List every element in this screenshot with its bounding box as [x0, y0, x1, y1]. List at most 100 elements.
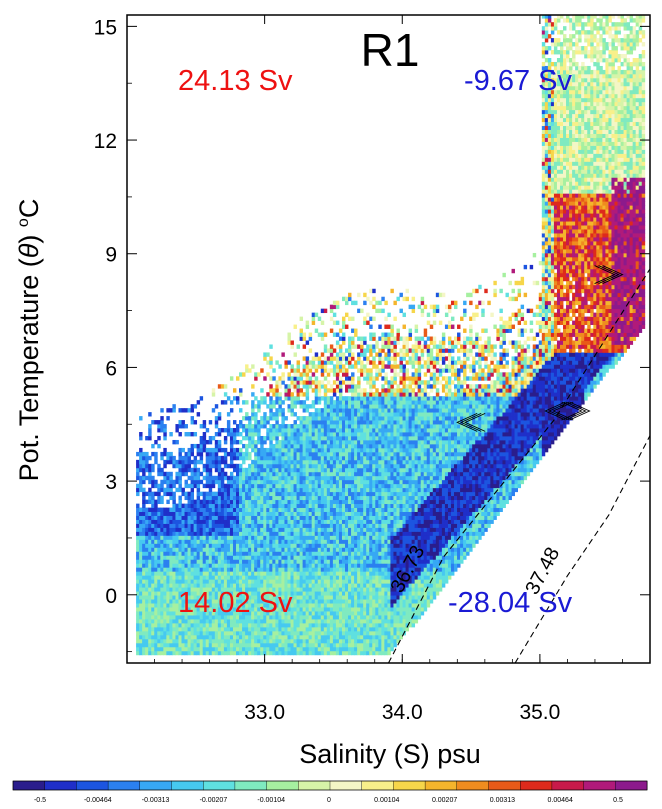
heat-cell	[360, 340, 364, 345]
heat-cell	[341, 619, 346, 624]
heat-cell	[202, 563, 207, 568]
heat-cell	[266, 432, 270, 437]
heat-cell	[311, 646, 316, 652]
heat-cell	[308, 563, 313, 568]
heat-cell	[223, 646, 228, 652]
heat-cell	[278, 400, 282, 405]
heat-cell	[314, 412, 319, 417]
heat-cell	[296, 642, 300, 648]
heat-cell	[360, 615, 364, 620]
heat-cell	[323, 388, 328, 393]
heat-cell	[287, 611, 291, 616]
heat-cell	[272, 368, 276, 373]
heat-cell	[372, 519, 376, 524]
heat-cell	[269, 408, 273, 413]
heat-cell	[139, 467, 143, 473]
heat-cell	[184, 634, 188, 640]
heat-cell	[239, 547, 243, 552]
heat-cell	[351, 388, 355, 393]
heat-cell	[278, 646, 282, 652]
heat-cell	[335, 507, 340, 512]
heat-cell	[363, 404, 367, 409]
heat-cell	[251, 364, 255, 369]
heat-cell	[178, 591, 182, 596]
heat-cell	[269, 591, 273, 596]
heat-cell	[184, 543, 188, 548]
heat-cell	[199, 511, 204, 516]
heat-cell	[229, 579, 234, 584]
heat-cell	[151, 539, 155, 544]
heat-cell	[181, 650, 185, 656]
heat-cell	[275, 543, 279, 548]
heat-cell	[257, 503, 261, 509]
heat-cell	[311, 479, 316, 485]
heat-cell	[302, 467, 307, 473]
heat-cell	[190, 491, 195, 497]
heat-cell	[211, 392, 216, 397]
heat-cell	[372, 603, 376, 608]
heat-cell	[260, 499, 264, 505]
heat-cell	[242, 467, 246, 473]
heat-cell	[193, 595, 198, 600]
heat-cell	[326, 380, 331, 385]
heat-cell	[178, 483, 182, 489]
heat-cell	[278, 587, 282, 592]
heat-cell	[226, 646, 231, 652]
heat-cell	[190, 642, 195, 648]
heat-cell	[332, 619, 337, 624]
heat-cell	[369, 424, 373, 429]
heat-cell	[208, 642, 213, 648]
heat-cell	[348, 451, 352, 457]
heat-cell	[236, 543, 240, 548]
heat-cell	[223, 603, 228, 608]
heat-cell	[332, 630, 337, 636]
heat-cell	[172, 495, 176, 501]
heat-cell	[139, 626, 143, 632]
heat-cell	[338, 380, 343, 385]
heat-cell	[372, 451, 376, 457]
heat-cell	[345, 507, 349, 512]
heat-cell	[257, 634, 261, 640]
heat-cell	[335, 432, 340, 437]
heat-cell	[166, 630, 170, 636]
heat-cell	[369, 416, 373, 421]
heat-cell	[196, 511, 201, 516]
heat-cell	[348, 487, 352, 493]
heat-cell	[229, 523, 234, 528]
heat-cell	[226, 567, 231, 572]
heat-cell	[181, 507, 185, 512]
heat-cell	[290, 376, 294, 381]
heat-cell	[172, 547, 176, 552]
heat-cell	[269, 611, 273, 616]
heat-cell	[269, 646, 273, 652]
heat-cell	[181, 467, 185, 473]
heat-cell	[242, 571, 246, 576]
heat-cell	[287, 615, 291, 620]
heat-cell	[172, 634, 176, 640]
heat-cell	[232, 428, 237, 433]
heat-cell	[257, 511, 261, 516]
heat-cell	[296, 400, 300, 405]
heat-cell	[357, 420, 361, 425]
heat-cell	[326, 539, 331, 544]
heat-cell	[290, 364, 294, 369]
heat-cell	[287, 527, 291, 532]
heat-cell	[236, 487, 240, 493]
heat-cell	[214, 416, 219, 421]
heat-cell	[272, 432, 276, 437]
heat-cell	[260, 619, 264, 624]
heat-cell	[260, 495, 264, 501]
heat-cell	[320, 463, 325, 469]
heat-cell	[357, 515, 361, 520]
heat-cell	[145, 531, 149, 536]
heat-cell	[263, 571, 267, 576]
heat-cell	[357, 630, 361, 636]
heat-cell	[236, 447, 240, 453]
heat-cell	[232, 511, 237, 516]
heat-cell	[372, 428, 376, 433]
heat-cell	[193, 615, 198, 620]
heat-cell	[148, 495, 152, 501]
heat-cell	[239, 420, 243, 425]
heat-cell	[302, 575, 307, 580]
heat-cell	[205, 527, 210, 532]
